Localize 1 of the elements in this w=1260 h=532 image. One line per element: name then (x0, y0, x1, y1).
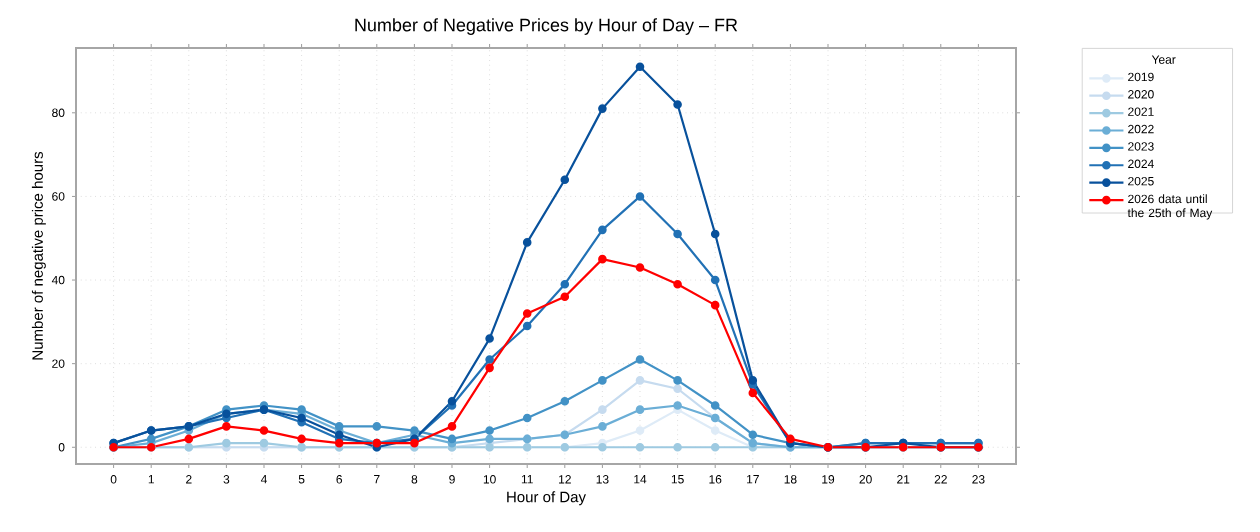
chart-title: Number of Negative Prices by Hour of Day – FR (355, 18, 738, 35)
